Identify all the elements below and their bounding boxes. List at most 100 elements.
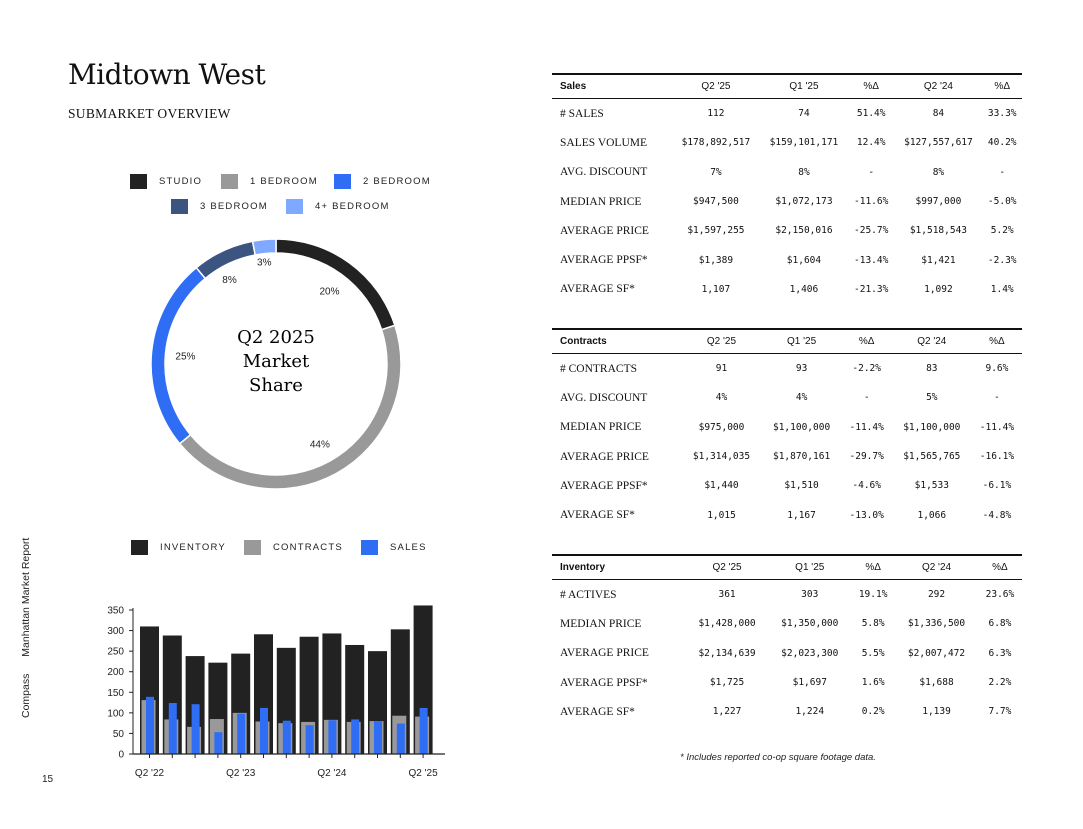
column-header: Q1 '25 (761, 328, 842, 354)
table-header-row: Inventory Q2 '25 Q1 '25 %Δ Q2 '24 %Δ (552, 554, 1022, 580)
table-cell: 5.8% (861, 618, 885, 630)
table-cell: 8% (932, 166, 945, 178)
table-row: AVERAGE PPSF* $1,725 $1,697 1.6% $1,688 2.2% (552, 668, 1022, 697)
table-cell: 7% (710, 166, 722, 178)
bar-sales (146, 696, 154, 754)
row-label: AVERAGE PPSF* (560, 479, 648, 492)
legend-item-sales: SALES (361, 540, 427, 555)
table-cell: $2,134,639 (698, 647, 756, 659)
legend-label-4-bedroom: 4+ BEDROOM (315, 201, 390, 212)
page-number: 15 (42, 774, 54, 785)
table-cell: 83 (926, 363, 938, 375)
table-cell: 2.2% (988, 677, 1012, 689)
inventory-table: Inventory Q2 '25 Q1 '25 %Δ Q2 '24 %Δ # ACTIVE… (552, 554, 1022, 726)
table-cell: 4% (795, 392, 808, 404)
y-tick-label: 250 (107, 647, 124, 658)
bar-sales (282, 720, 291, 754)
bar-sales (305, 725, 314, 754)
legend-swatch-studio (130, 174, 147, 189)
table-cell: 1,092 (924, 283, 953, 295)
legend-item-3-bedroom: 3 BEDROOM (171, 199, 268, 214)
bar-sales (351, 719, 360, 754)
table-cell: - (994, 392, 1000, 404)
table-row: # SALES 112 74 51.4% 84 33.3% (552, 99, 1022, 129)
table-row: MEDIAN PRICE $975,000 $1,100,000 -11.4% $1,1… (552, 413, 1022, 442)
table-cell: 93 (795, 363, 808, 375)
table-row: MEDIAN PRICE $947,500 $1,072,173 -11.6% $997… (552, 187, 1022, 216)
table-cell: $1,510 (784, 480, 819, 492)
table-cell: -11.6% (854, 196, 889, 208)
bar-sales (374, 721, 382, 754)
bar-sales (168, 702, 177, 754)
donut-slice-3-bedroom (195, 240, 257, 280)
table-cell: $1,350,000 (781, 618, 839, 630)
column-header: %Δ (847, 73, 895, 99)
table-cell: 5.5% (861, 647, 885, 659)
table-cell: 6.8% (988, 618, 1012, 630)
table-cell: -11.4% (979, 421, 1015, 433)
column-header: %Δ (971, 328, 1022, 354)
table-row: AVERAGE SF* 1,107 1,406 -21.3% 1,092 1.4% (552, 275, 1022, 304)
legend-label-sales: SALES (390, 542, 427, 553)
table-cell: 1,227 (712, 706, 742, 718)
column-header: Q2 '24 (894, 73, 983, 99)
table-row: AVERAGE PRICE $1,597,255 $2,150,016 -25.7% $… (552, 216, 1022, 245)
table-cell: 51.4% (856, 108, 886, 120)
row-label: AVERAGE PRICE (560, 224, 649, 237)
table-cell: -11.4% (849, 421, 884, 433)
table-cell: $1,314,035 (692, 451, 751, 463)
legend-item-2-bedroom: 2 BEDROOM (334, 174, 431, 189)
table-row: AVERAGE PPSF* $1,440 $1,510 -4.6% $1,533 -6.1… (552, 471, 1022, 500)
donut-title-line-1: Q2 2025 (237, 327, 315, 348)
bar-sales (260, 707, 268, 754)
legend-item-inventory: INVENTORY (131, 540, 226, 555)
table-cell: 112 (707, 108, 725, 120)
table-cell: $2,023,300 (781, 647, 839, 659)
column-header: Sales (552, 73, 672, 99)
column-header: %Δ (841, 328, 892, 354)
legend-label-2-bedroom: 2 BEDROOM (363, 176, 431, 187)
table-cell: -13.4% (854, 254, 889, 266)
table-cell: 7.7% (988, 706, 1012, 718)
table-row: AVERAGE PPSF* $1,389 $1,604 -13.4% $1,421 -2.… (552, 245, 1022, 274)
bar-sales (396, 723, 405, 754)
legend-item-studio: STUDIO (130, 174, 202, 189)
table-cell: 1,139 (922, 706, 951, 718)
column-header: Inventory (552, 554, 686, 580)
table-cell: 5.2% (990, 225, 1014, 237)
legend-item-4-bedroom: 4+ BEDROOM (286, 199, 390, 214)
table-row: AVERAGE SF* 1,015 1,167 -13.0% 1,066 -4.8% (552, 500, 1022, 529)
row-label: MEDIAN PRICE (560, 421, 642, 434)
contracts-table: Contracts Q2 '25 Q1 '25 %Δ Q2 '24 %Δ # CONTRA… (552, 328, 1022, 530)
sales-table: Sales Q2 '25 Q1 '25 %Δ Q2 '24 %Δ # SALES 112 74… (552, 73, 1022, 304)
column-header: Q1 '25 (768, 554, 852, 580)
donut-slice-4-bedroom (251, 238, 277, 256)
legend-item-1-bedroom: 1 BEDROOM (221, 174, 318, 189)
table-cell: - (868, 166, 875, 178)
bar-sales (191, 704, 200, 754)
table-cell: -2.3% (987, 254, 1017, 266)
table-cell: - (999, 166, 1006, 178)
column-header: Q2 '25 (671, 73, 760, 99)
table-cell: -13.0% (849, 509, 884, 521)
table-cell: -6.1% (982, 480, 1012, 492)
row-label: AVERAGE PPSF* (560, 254, 648, 267)
table-cell: $1,697 (792, 677, 827, 689)
y-tick-label: 0 (118, 750, 124, 761)
donut-slice-label: 3% (257, 258, 272, 269)
table-cell: 1.6% (861, 677, 885, 689)
legend-label-1-bedroom: 1 BEDROOM (250, 176, 318, 187)
table-cell: $178,892,517 (681, 137, 751, 149)
x-tick-label: Q2 '22 (135, 768, 165, 779)
column-header: Contracts (552, 328, 682, 354)
donut-slice-label: 25% (175, 351, 195, 362)
legend-swatch-contracts (244, 540, 261, 555)
bar-sales (237, 713, 246, 754)
row-label: AVERAGE PRICE (560, 450, 649, 463)
column-header: %Δ (851, 554, 896, 580)
table-cell: -4.6% (852, 480, 881, 492)
table-row: MEDIAN PRICE $1,428,000 $1,350,000 5.8% $1,3… (552, 609, 1022, 638)
column-header: %Δ (977, 554, 1022, 580)
legend-label-3-bedroom: 3 BEDROOM (200, 201, 268, 212)
row-label: AVG. DISCOUNT (560, 166, 648, 179)
